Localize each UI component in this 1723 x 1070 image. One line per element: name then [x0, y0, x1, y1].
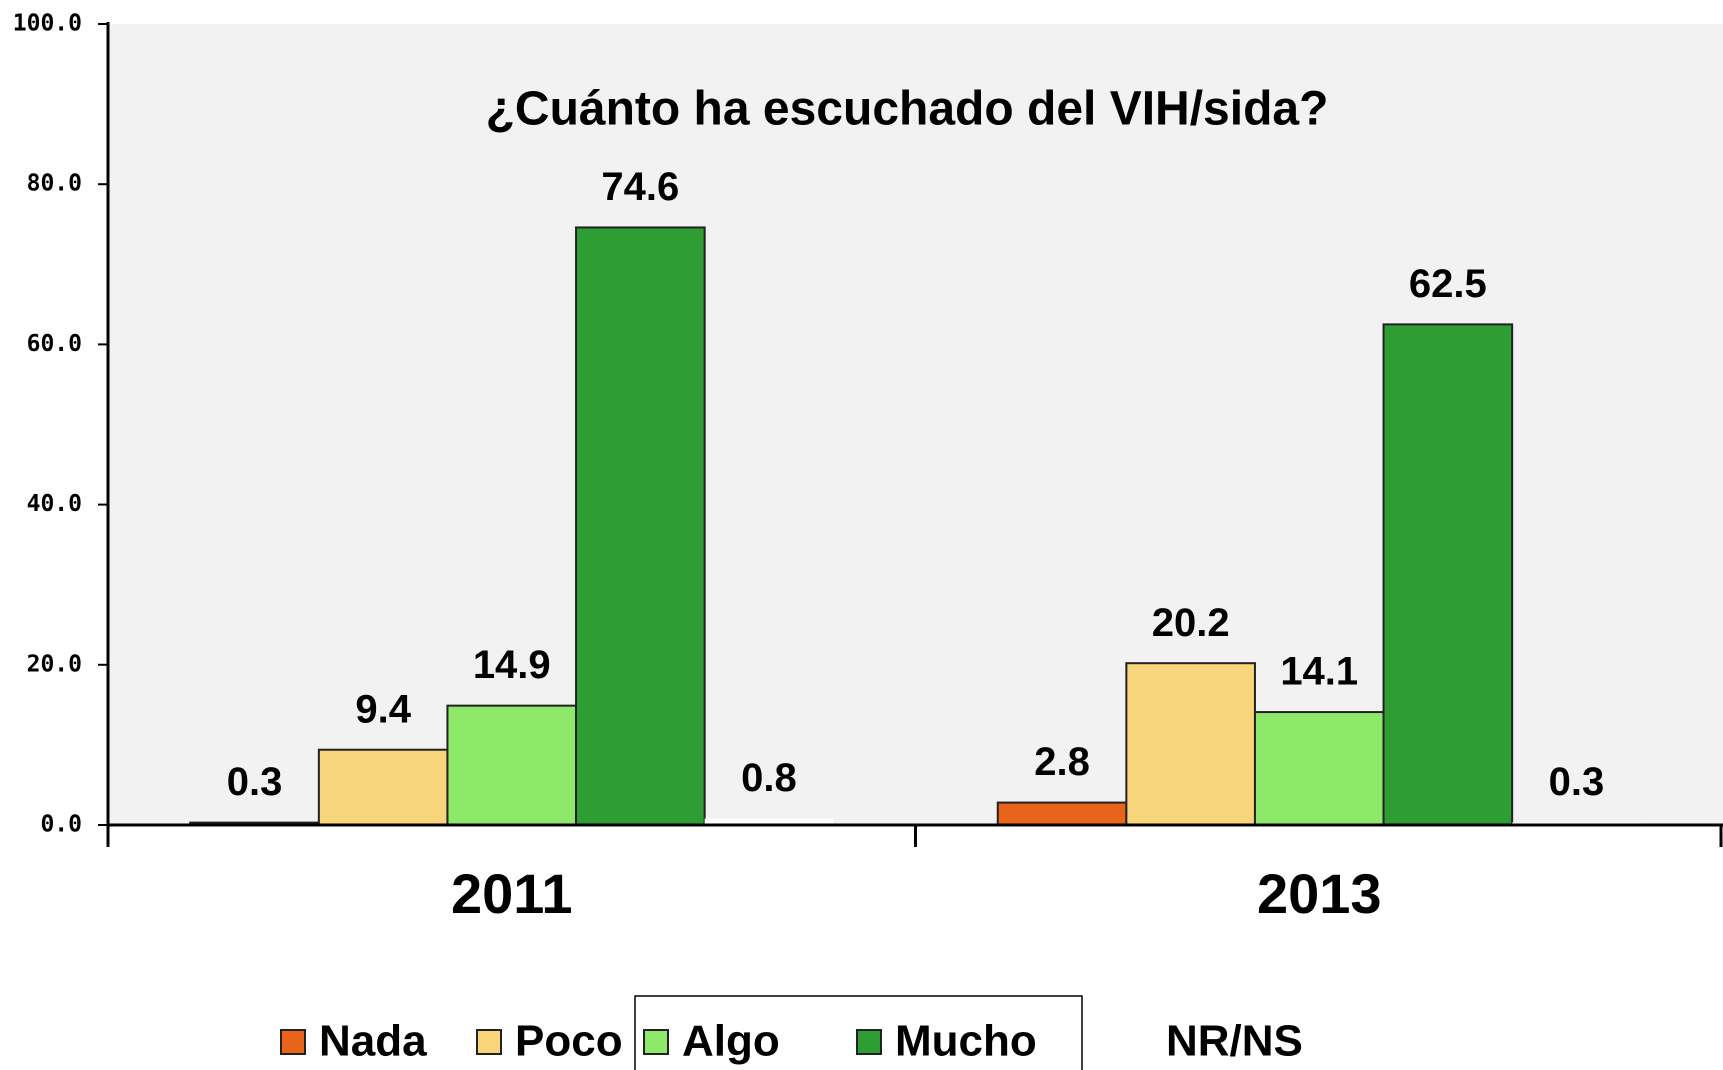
x-tick-label: 2013 [1257, 862, 1382, 925]
bar [317, 748, 449, 826]
legend-swatch [643, 1029, 669, 1055]
y-tick-label: 60.0 [27, 331, 82, 357]
value-label: 74.6 [601, 165, 679, 209]
value-label: 14.1 [1280, 650, 1358, 694]
bar [1125, 662, 1256, 826]
legend-swatch [280, 1029, 306, 1055]
y-tick-label: 80.0 [27, 171, 82, 197]
legend-swatch [476, 1029, 502, 1055]
value-label: 0.3 [227, 760, 283, 804]
legend-box [634, 995, 1083, 1070]
bar [1253, 711, 1385, 827]
value-label: 20.2 [1152, 601, 1230, 645]
value-label: 9.4 [355, 687, 411, 731]
legend-label: Mucho [895, 1017, 1037, 1066]
value-label: 2.8 [1034, 740, 1090, 784]
legend-swatch [1128, 1030, 1152, 1054]
value-label: 0.8 [741, 756, 797, 800]
bar [446, 704, 578, 826]
legend-label: Poco [515, 1017, 623, 1066]
legend-label: Algo [682, 1017, 780, 1066]
value-label: 62.5 [1409, 262, 1487, 306]
y-tick-label: 40.0 [27, 491, 82, 517]
bar [704, 818, 834, 825]
legend-swatch [856, 1029, 882, 1055]
value-label: 14.9 [473, 643, 551, 687]
y-tick-label: 0.0 [40, 812, 82, 838]
x-tick-label: 2011 [451, 862, 573, 925]
bar [575, 226, 706, 827]
chart-title: ¿Cuánto ha escuchado del VIH/sida? [486, 83, 1329, 136]
y-tick-label: 20.0 [27, 651, 82, 677]
y-tick-label: 100.0 [13, 11, 82, 37]
bar [996, 801, 1128, 827]
bar [1382, 323, 1514, 826]
value-label: 0.3 [1549, 760, 1605, 804]
legend-label: Nada [319, 1017, 427, 1066]
legend-label: NR/NS [1166, 1017, 1303, 1066]
